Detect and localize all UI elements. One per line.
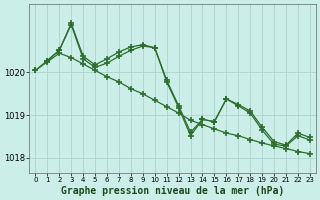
X-axis label: Graphe pression niveau de la mer (hPa): Graphe pression niveau de la mer (hPa) [61,186,284,196]
